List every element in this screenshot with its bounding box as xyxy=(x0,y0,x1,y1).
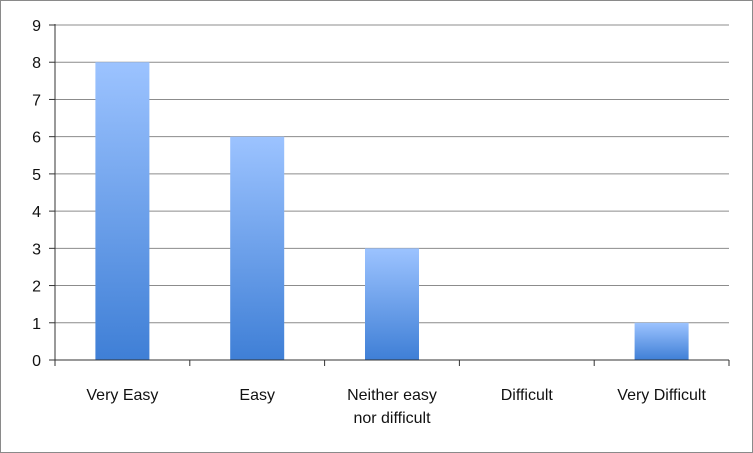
x-category-label: Very Easy xyxy=(86,387,158,404)
x-category-label-line: Easy xyxy=(239,387,275,404)
y-tick-label: 5 xyxy=(32,167,41,184)
x-category-labels: Very Easy Easy Neither easy nor difficult Di… xyxy=(86,387,706,427)
bar xyxy=(95,62,150,360)
bar xyxy=(230,136,285,360)
x-category-label: Difficult xyxy=(501,387,554,404)
x-category-label: Easy xyxy=(239,387,275,404)
y-tick-label: 2 xyxy=(32,279,41,296)
x-category-label: Very Difficult xyxy=(617,387,706,404)
y-tick-label: 8 xyxy=(32,55,41,72)
y-tick-label: 4 xyxy=(32,204,41,221)
y-tick-label: 9 xyxy=(32,18,41,35)
y-tick-label: 0 xyxy=(32,353,41,370)
x-category-label-line: Difficult xyxy=(501,387,554,404)
bar xyxy=(365,248,419,360)
gridlines xyxy=(55,24,729,324)
x-category-label-line: Very Easy xyxy=(86,387,158,404)
x-category-label-line: nor difficult xyxy=(353,410,431,427)
x-category-label-line: Neither easy xyxy=(347,387,437,404)
bar xyxy=(634,322,689,360)
y-tick-label: 1 xyxy=(32,316,41,333)
y-tick-label: 3 xyxy=(32,241,41,258)
x-category-label-line: Very Difficult xyxy=(617,387,706,404)
bars xyxy=(95,62,689,360)
y-tick-label: 6 xyxy=(32,130,41,147)
y-tick-label: 7 xyxy=(32,92,41,109)
y-tick-labels: 0 1 2 3 4 5 6 7 8 9 xyxy=(32,18,41,370)
x-category-label: Neither easy nor difficult xyxy=(347,387,437,427)
axes xyxy=(49,24,730,366)
